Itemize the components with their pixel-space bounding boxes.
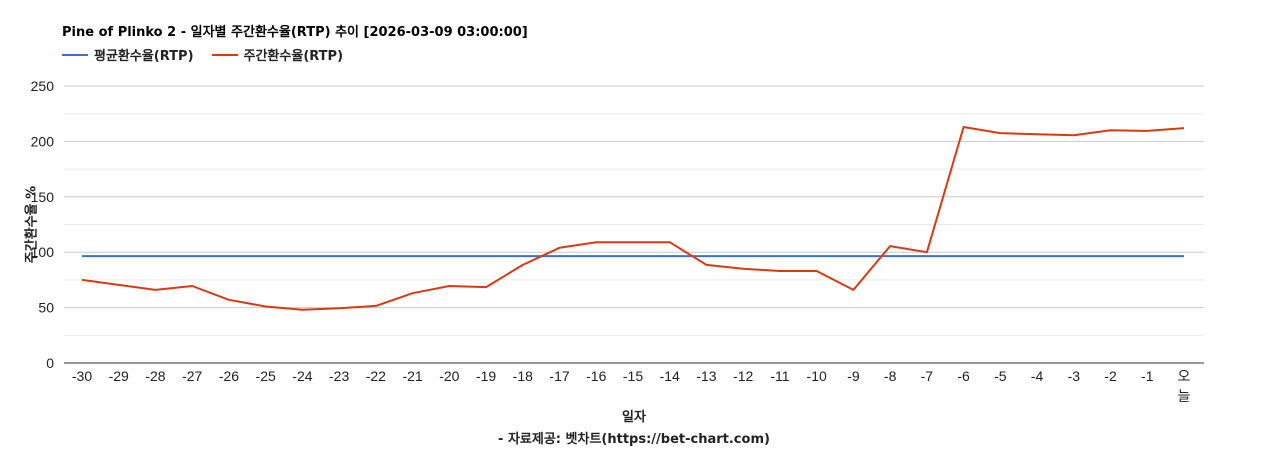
x-tick-label: -28 [145,368,165,384]
x-tick-label: -21 [402,368,422,384]
x-tick-label: -26 [219,368,239,384]
x-tick-label: -5 [994,368,1007,384]
x-tick-label: -27 [182,368,202,384]
x-tick-label: -6 [957,368,970,384]
legend-item-weekly[interactable]: 주간환수율(RTP) [211,45,344,64]
legend-item-average[interactable]: 평균환수율(RTP) [62,45,194,64]
x-tick-label: -8 [884,368,897,384]
x-tick-label: -22 [366,368,386,384]
x-tick-label: -29 [109,368,129,384]
x-tick-label: -9 [847,368,860,384]
x-tick-label: -19 [476,368,496,384]
x-tick-label: -13 [696,368,716,384]
x-tick-label: -20 [439,368,459,384]
y-tick-label: 150 [31,189,55,205]
x-tick-label: -15 [623,368,643,384]
legend-label-average: 평균환수율(RTP) [94,49,194,64]
x-tick-label: -17 [549,368,569,384]
x-tick-label: -2 [1104,368,1117,384]
y-tick-label: 100 [31,244,55,260]
x-tick-label: -24 [292,368,312,384]
y-tick-label: 50 [38,300,54,316]
x-tick-label: -30 [72,368,92,384]
data-credit: - 자료제공: 벳차트(https://bet-chart.com) [498,432,770,447]
legend-swatch-weekly [211,53,238,56]
y-tick-label: 200 [31,133,55,149]
legend-label-weekly: 주간환수율(RTP) [243,49,344,64]
x-tick-label: -23 [329,368,349,384]
x-tick-label: -3 [1068,368,1081,384]
x-tick-label: -1 [1141,368,1154,384]
y-tick-label: 250 [31,78,55,94]
x-tick-label: -18 [513,368,533,384]
x-tick-label: -14 [660,368,680,384]
x-axis-title: 일자 [622,410,646,425]
x-tick-label: -25 [256,368,276,384]
x-tick-label: -11 [770,368,789,384]
x-tick-label: 늘 [1178,388,1191,404]
chart-title: Pine of Plinko 2 - 일자별 주간환수율(RTP) 추이 [20… [62,25,528,40]
x-tick-label: -4 [1031,368,1044,384]
y-axis-title: 주간환수율 % [24,185,40,264]
x-tick-label: -16 [586,368,606,384]
x-tick-label: -7 [921,368,934,384]
y-tick-label: 0 [46,355,54,371]
series-line-weekly[interactable] [81,126,1185,311]
legend: 평균환수율(RTP) 주간환수율(RTP) [62,45,343,64]
x-tick-label: -12 [733,368,753,384]
x-tick-label: 오 [1178,368,1191,384]
legend-swatch-average [62,53,88,56]
x-tick-label: -10 [807,368,827,384]
